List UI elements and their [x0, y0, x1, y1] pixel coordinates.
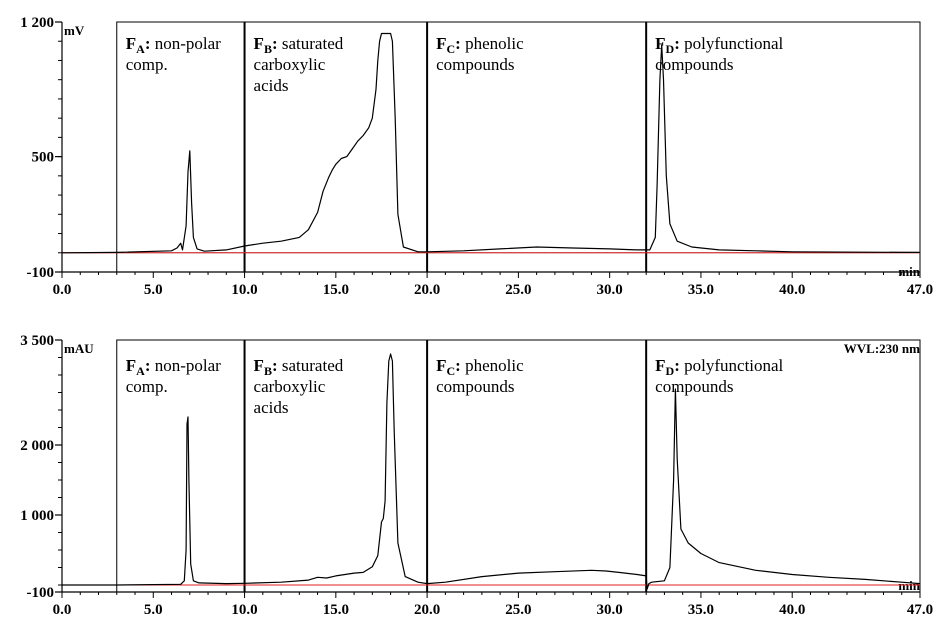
- fraction-label-line: comp.: [126, 55, 168, 74]
- x-tick-label: 25.0: [505, 282, 531, 298]
- x-tick-label: 20.0: [414, 602, 440, 618]
- x-tick-label: 25.0: [505, 602, 531, 618]
- y-tick-label: 2 000: [20, 438, 54, 454]
- y-tick-label: 3 500: [20, 333, 54, 349]
- fraction-label-line: acids: [254, 76, 289, 95]
- fraction-label-d: FD: polyfunctional: [655, 356, 783, 378]
- fraction-label-line: carboxylic: [254, 377, 326, 396]
- fraction-label-line: compounds: [436, 377, 514, 396]
- x-tick-label: 10.0: [231, 602, 257, 618]
- x-tick-label: 40.0: [779, 602, 805, 618]
- y-unit-label: mV: [64, 23, 85, 38]
- x-tick-label: 0.0: [53, 602, 72, 618]
- y-tick-label: -100: [27, 585, 55, 601]
- x-tick-label: 15.0: [323, 602, 349, 618]
- fraction-label-line: compounds: [655, 55, 733, 74]
- fraction-label-a: FA: non-polar: [126, 356, 221, 378]
- x-tick-label: 20.0: [414, 282, 440, 298]
- x-tick-label: 35.0: [688, 602, 714, 618]
- fraction-label-d: FD: polyfunctional: [655, 34, 783, 56]
- x-tick-label: 47.0: [907, 282, 933, 298]
- fraction-label-b: FB: saturated: [254, 34, 344, 56]
- y-unit-label: mAU: [64, 341, 94, 356]
- fraction-label-line: comp.: [126, 377, 168, 396]
- fraction-label-line: compounds: [436, 55, 514, 74]
- fraction-label-a: FA: non-polar: [126, 34, 221, 56]
- y-tick-label: -100: [27, 265, 55, 281]
- x-tick-label: 5.0: [144, 282, 163, 298]
- fraction-frame: [116, 339, 921, 593]
- x-tick-label: 35.0: [688, 282, 714, 298]
- x-tick-label: 30.0: [597, 602, 623, 618]
- y-tick-label: 500: [32, 150, 55, 166]
- fraction-label-line: acids: [254, 398, 289, 417]
- x-tick-label: 40.0: [779, 282, 805, 298]
- x-tick-label: 30.0: [597, 282, 623, 298]
- fraction-frame: [116, 21, 921, 273]
- panel-bottom-chromatogram: 0.0 5.0 10.0 15.0 20.0 25.0 30.0 35.0 40.0 47.0 -1…: [20, 333, 933, 618]
- panel-top-chromatogram: 0.0 5.0 10.0 15.0 20.0 25.0 30.0 35.0 40.0 47.0 -1…: [20, 15, 933, 298]
- x-tick-label: 47.0: [907, 602, 933, 618]
- y-tick-label: 1 200: [20, 15, 54, 31]
- x-tick-label: 5.0: [144, 602, 163, 618]
- fraction-label-c: FC: phenolic: [436, 356, 524, 378]
- x-tick-label: 10.0: [231, 282, 257, 298]
- fraction-label-b: FB: saturated: [254, 356, 344, 378]
- fraction-label-c: FC: phenolic: [436, 34, 524, 56]
- fraction-label-line: compounds: [655, 377, 733, 396]
- fraction-label-line: carboxylic: [254, 55, 326, 74]
- x-tick-label: 15.0: [323, 282, 349, 298]
- y-tick-label: 1 000: [20, 508, 54, 524]
- chromatogram-trace: [61, 32, 921, 254]
- chromatogram-trace: [62, 353, 921, 590]
- x-tick-label: 0.0: [53, 282, 72, 298]
- wavelength-annotation: WVL:230 nm: [844, 341, 920, 356]
